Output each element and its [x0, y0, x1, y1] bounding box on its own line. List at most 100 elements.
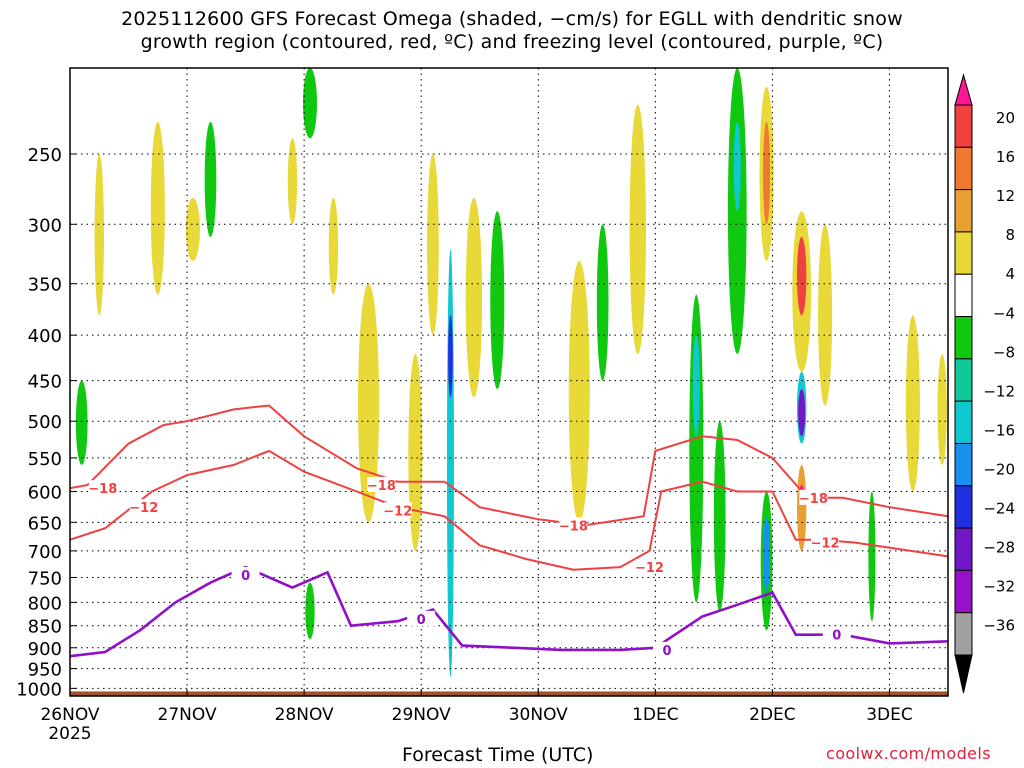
- contour-label-bg: [811, 534, 840, 550]
- colorbar-label: −36: [983, 617, 1015, 635]
- contour-label-bg: [383, 502, 412, 518]
- contour-label-bg: [88, 480, 117, 496]
- x-tick-label: 30NOV: [509, 705, 568, 725]
- contour-label: 0: [417, 613, 426, 628]
- y-tick-label: 950: [28, 660, 62, 681]
- omega-region-29: [796, 236, 807, 316]
- omega-region-8: [328, 197, 339, 295]
- colorbar-label: −24: [983, 500, 1015, 518]
- contour-label-bg: [129, 499, 158, 515]
- x-tick-label: 26NOV: [40, 705, 99, 725]
- omega-region-20: [692, 335, 700, 437]
- plot-frame: [69, 67, 949, 697]
- y-tick-label: 700: [28, 542, 62, 563]
- y-tick-label: 900: [28, 639, 62, 660]
- colorbar-label: 12: [996, 187, 1015, 205]
- contour-label: 0: [663, 644, 672, 659]
- contour-line-m18: [69, 404, 949, 527]
- omega-region-18: [629, 104, 646, 354]
- omega-region-15: [490, 211, 505, 390]
- y-tick-label: 750: [28, 568, 62, 589]
- omega-region-16: [568, 261, 590, 523]
- x-tick-label: 1DEC: [632, 705, 679, 725]
- contour-line-m12: [69, 449, 949, 571]
- contour-label-bg: [559, 517, 588, 533]
- contour-label: −12: [383, 504, 412, 519]
- contour-label-bg: [367, 476, 396, 492]
- contour-label: −18: [799, 492, 828, 507]
- colorbar-label: −20: [983, 460, 1015, 478]
- contour-label-bg: [231, 566, 260, 582]
- x-tick-label: 3DEC: [866, 705, 913, 725]
- y-tick-label: 250: [28, 145, 62, 166]
- colorbar-bin: [954, 189, 973, 233]
- y-tick-label: 300: [28, 215, 62, 236]
- x-tick-label: 28NOV: [275, 705, 334, 725]
- contour-label: 0: [832, 629, 841, 644]
- colorbar-bin: [954, 273, 973, 318]
- colorbar-top-cap: [954, 73, 973, 106]
- omega-region-34: [818, 224, 833, 406]
- contour-label: −12: [635, 561, 664, 576]
- omega-region-27: [763, 121, 771, 225]
- omega-region-12: [446, 249, 454, 677]
- contour-label: −12: [811, 537, 840, 552]
- colorbar-bin: [954, 527, 973, 571]
- contour-label: 0: [241, 569, 250, 584]
- colorbar-label: −28: [983, 539, 1015, 557]
- colorbar-bin: [954, 231, 973, 275]
- omega-region-9: [357, 283, 380, 523]
- colorbar-bin: [954, 104, 973, 148]
- omega-region-3: [185, 197, 200, 262]
- omega-region-5: [287, 138, 298, 225]
- omega-region-11: [427, 154, 439, 336]
- colorbar-bin: [954, 485, 973, 529]
- chart-title: 2025112600 GFS Forecast Omega (shaded, −…: [0, 8, 1024, 54]
- contour-label-bg: [653, 641, 682, 657]
- colorbar-bin: [954, 442, 973, 487]
- colorbar-bin: [954, 146, 973, 191]
- x-tick-label: 29NOV: [392, 705, 451, 725]
- omega-region-10: [408, 353, 423, 551]
- contour-label-bg: [799, 489, 828, 505]
- omega-region-1: [94, 154, 104, 316]
- contour-label: −18: [88, 482, 117, 497]
- omega-shading-layer: [75, 68, 947, 677]
- colorbar-label: −32: [983, 578, 1015, 596]
- omega-region-14: [465, 197, 483, 398]
- colorbar-label: −12: [983, 382, 1015, 400]
- omega-region-35: [868, 491, 876, 622]
- gridlines: [69, 68, 948, 696]
- omega-region-32: [796, 464, 807, 551]
- y-tick-label: 400: [28, 326, 62, 347]
- colorbar-bin: [954, 358, 973, 402]
- y-tick-label: 800: [28, 593, 62, 614]
- colorbar-label: 16: [996, 148, 1015, 166]
- omega-region-4: [204, 121, 217, 237]
- omega-region-37: [937, 353, 947, 465]
- contour-label: −12: [129, 501, 158, 516]
- omega-region-36: [905, 315, 920, 492]
- source-credit: coolwx.com/models: [826, 744, 991, 763]
- omega-region-6: [302, 68, 318, 139]
- axes: 2503003504004505005506006507007508008509…: [16, 145, 913, 744]
- x-tick-label: 2DEC: [749, 705, 796, 725]
- omega-region-13: [448, 315, 453, 398]
- contour-layer: −18 −18 −18 −18 −12 −12 −12 −12 0 0 0 0: [69, 404, 949, 659]
- contour-label-bg: [407, 610, 436, 626]
- omega-region-23: [733, 121, 741, 212]
- terrain-layer: [70, 691, 948, 696]
- y-tick-label: 350: [28, 275, 62, 296]
- omega-region-0: [75, 380, 88, 465]
- x-tick-label: 27NOV: [158, 705, 217, 725]
- omega-region-25: [763, 516, 771, 593]
- colorbar-label: −8: [993, 343, 1015, 361]
- ground-strip: [70, 691, 948, 696]
- y-tick-label: 550: [28, 449, 62, 470]
- omega-region-2: [150, 121, 165, 295]
- omega-region-7: [305, 582, 315, 640]
- chart-title-line-2: growth region (contoured, red, ºC) and f…: [140, 31, 884, 53]
- y-tick-label: 650: [28, 513, 62, 534]
- colorbar-bottom-cap: [954, 654, 973, 694]
